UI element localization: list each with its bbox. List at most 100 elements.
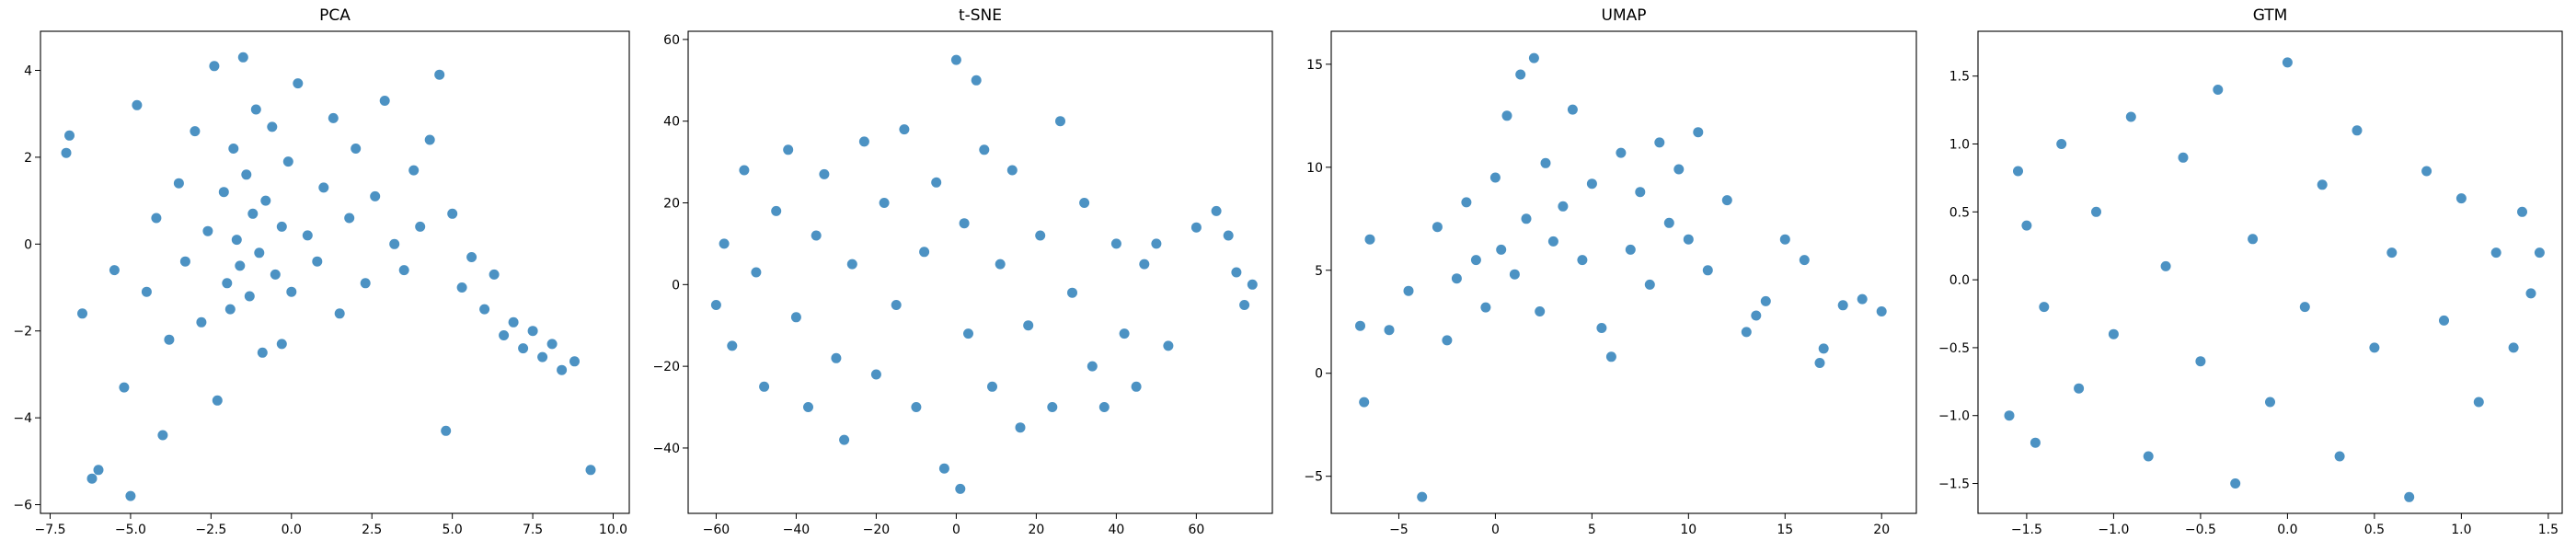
- umap-point-6: [1432, 222, 1443, 233]
- umap-point-47: [1857, 293, 1868, 305]
- tsne-point-44: [1131, 381, 1142, 392]
- gtm-point-21: [2334, 451, 2345, 462]
- pca-point-62: [508, 316, 519, 328]
- gtm-point-34: [2534, 247, 2545, 259]
- pca-point-50: [389, 238, 400, 249]
- pca-point-43: [328, 112, 339, 123]
- gtm-point-6: [2074, 383, 2085, 394]
- gtm-y-tick-label-0: −1.5: [1938, 477, 1970, 492]
- tsne-point-18: [891, 300, 902, 310]
- pca-point-16: [196, 316, 207, 328]
- gtm-point-25: [2404, 491, 2415, 502]
- tsne-point-16: [870, 369, 881, 380]
- tsne-point-35: [1035, 230, 1046, 241]
- umap-point-36: [1693, 127, 1704, 138]
- gtm-point-22: [2352, 125, 2363, 136]
- pca-point-23: [228, 144, 239, 154]
- umap-point-38: [1721, 195, 1732, 206]
- pca-point-9: [141, 286, 152, 297]
- tsne-point-30: [987, 381, 997, 392]
- pca-point-53: [415, 221, 426, 232]
- pca-point-70: [441, 425, 452, 436]
- tsne-point-31: [995, 259, 1006, 270]
- gtm-x-tick-label-6: 1.5: [2538, 523, 2559, 537]
- umap-point-15: [1509, 269, 1520, 280]
- umap-x-tick-label-1: 0: [1491, 523, 1500, 537]
- pca-point-38: [286, 286, 297, 297]
- gtm-point-17: [2265, 397, 2275, 408]
- pca-point-57: [456, 282, 467, 293]
- pca-point-63: [518, 343, 529, 354]
- tsne-points: [710, 54, 1258, 494]
- tsne-point-19: [899, 124, 910, 135]
- pca-point-3: [86, 473, 98, 484]
- pca-point-29: [247, 208, 259, 219]
- tsne-point-25: [955, 483, 966, 494]
- pca-point-2: [77, 308, 87, 319]
- pca-point-48: [370, 190, 381, 201]
- pca-point-17: [202, 225, 213, 236]
- pca-point-52: [408, 165, 420, 176]
- umap-point-10: [1470, 255, 1481, 266]
- tsne-y-axis: −40 −20 0 20 40 60: [652, 33, 688, 456]
- pca-point-6: [119, 382, 130, 393]
- umap-point-34: [1673, 164, 1685, 175]
- pca-point-15: [190, 126, 201, 137]
- umap-point-41: [1760, 295, 1771, 306]
- pca-panel: PCA −7.5 −5.0 −2.5 0.0 2.5 5.0 7.5 10.0 −6 −4 −2 0…: [13, 6, 630, 537]
- pca-point-67: [557, 364, 568, 375]
- gtm-point-31: [2508, 342, 2519, 353]
- umap-y-axis: −5 0 5 10 15: [1304, 58, 1331, 485]
- pca-point-24: [231, 235, 242, 246]
- gtm-point-11: [2160, 260, 2171, 271]
- umap-point-1: [1364, 234, 1375, 245]
- umap-point-31: [1644, 279, 1655, 290]
- tsne-point-45: [1139, 259, 1150, 270]
- umap-point-22: [1558, 201, 1569, 212]
- gtm-point-18: [2282, 57, 2293, 68]
- umap-axes-frame: [1330, 30, 1917, 514]
- umap-point-13: [1496, 244, 1507, 255]
- pca-point-11: [157, 430, 168, 441]
- pca-point-10: [151, 213, 162, 224]
- tsne-x-tick-label-5: 40: [1108, 523, 1124, 537]
- tsne-point-28: [971, 75, 982, 86]
- tsne-point-32: [1006, 165, 1018, 176]
- umap-point-20: [1540, 157, 1551, 168]
- pca-x-tick-label-6: 7.5: [523, 523, 543, 537]
- tsne-point-36: [1047, 402, 1058, 412]
- pca-point-18: [209, 61, 220, 72]
- umap-point-46: [1837, 300, 1848, 311]
- tsne-y-tick-label-1: −20: [652, 360, 680, 374]
- tsne-point-11: [819, 168, 830, 179]
- tsne-point-7: [783, 144, 794, 155]
- pca-point-55: [434, 69, 445, 80]
- gtm-point-26: [2421, 166, 2432, 177]
- umap-point-12: [1489, 172, 1501, 183]
- umap-point-19: [1535, 306, 1546, 316]
- tsne-point-27: [963, 328, 973, 339]
- tsne-x-tick-label-3: 0: [952, 523, 960, 537]
- tsne-point-53: [1247, 279, 1258, 290]
- pca-x-tick-label-7: 10.0: [599, 523, 627, 537]
- pca-point-58: [466, 252, 477, 262]
- umap-point-5: [1417, 491, 1428, 502]
- gtm-panel: GTM −1.5 −1.0 −0.5 0.0 0.5 1.0 1.5 −1.5 −1.0 −0.…: [1938, 6, 2563, 537]
- tsne-point-52: [1239, 300, 1250, 310]
- gtm-x-tick-label-3: 0.0: [2277, 523, 2297, 537]
- gtm-point-13: [2195, 356, 2206, 367]
- pca-point-65: [537, 351, 548, 362]
- gtm-point-32: [2517, 206, 2527, 217]
- umap-point-2: [1359, 397, 1370, 408]
- gtm-point-2: [2021, 220, 2032, 231]
- tsne-point-46: [1151, 238, 1162, 249]
- tsne-point-26: [959, 218, 970, 229]
- tsne-point-0: [710, 300, 721, 310]
- tsne-point-17: [879, 198, 890, 208]
- gtm-x-axis: −1.5 −1.0 −0.5 0.0 0.5 1.0 1.5: [2011, 513, 2559, 537]
- umap-point-24: [1577, 255, 1588, 266]
- umap-title: UMAP: [1602, 6, 1647, 25]
- tsne-point-9: [803, 402, 813, 412]
- pca-point-12: [164, 334, 175, 345]
- umap-point-45: [1818, 343, 1829, 354]
